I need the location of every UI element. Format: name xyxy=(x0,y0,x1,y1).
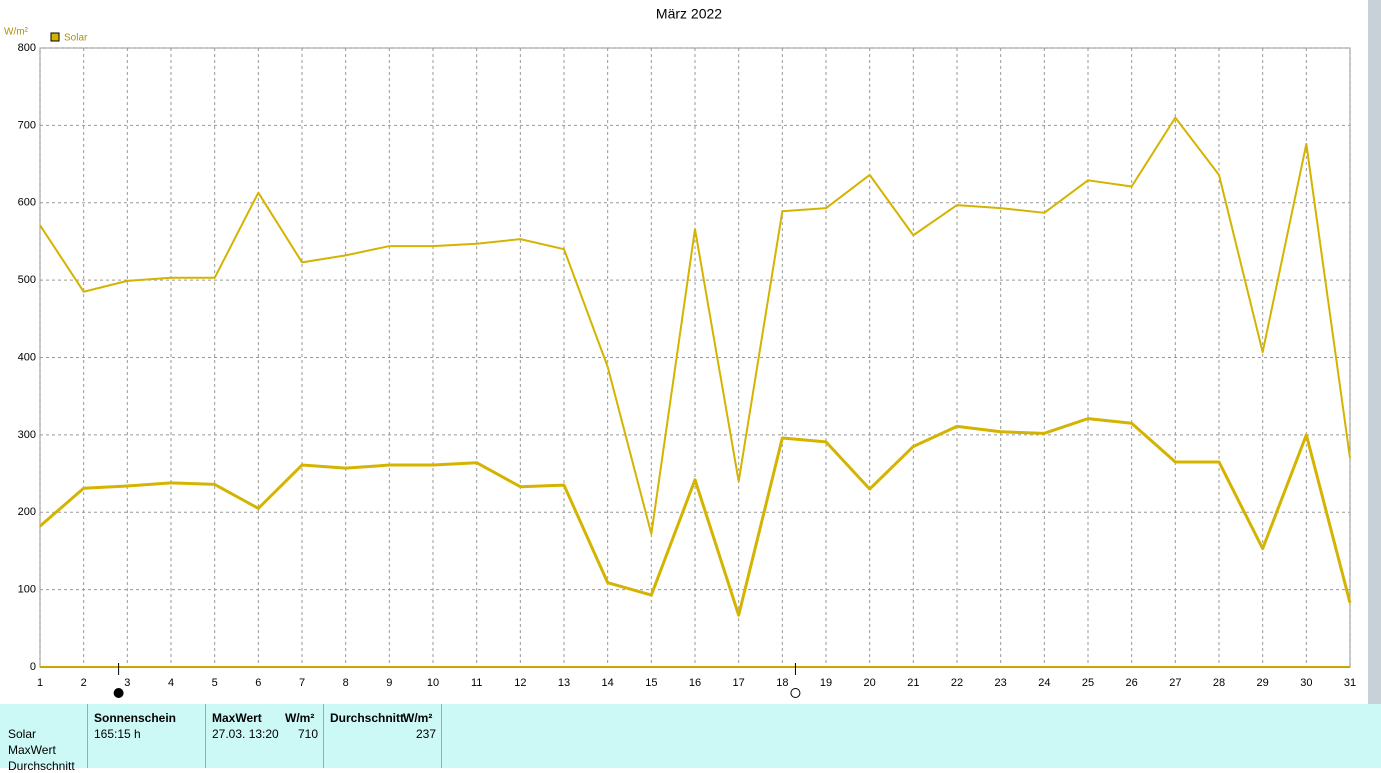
separator xyxy=(441,704,442,768)
x-tick-label: 7 xyxy=(299,677,305,689)
separator xyxy=(87,704,88,768)
x-tick-label: 14 xyxy=(602,677,614,689)
x-tick-label: 17 xyxy=(733,677,745,689)
y-tick-label: 100 xyxy=(18,584,36,596)
header: Durchschnitt xyxy=(330,711,405,725)
x-tick-label: 12 xyxy=(514,677,526,689)
value: 710 xyxy=(298,727,319,741)
x-tick-label: 8 xyxy=(343,677,349,689)
x-tick-label: 31 xyxy=(1344,677,1356,689)
line xyxy=(39,116,1351,535)
x-tick-label: 16 xyxy=(689,677,701,689)
x-tick-label: 24 xyxy=(1038,677,1050,689)
y-tick-label: 700 xyxy=(18,119,36,131)
y-tick-label: 500 xyxy=(18,274,36,286)
unit: W/m² xyxy=(403,711,433,725)
x-tick-label: 30 xyxy=(1300,677,1312,689)
x-tick-label: 18 xyxy=(776,677,788,689)
x-tick-label: 5 xyxy=(212,677,218,689)
chart: März 2022 W/m² 0 100 200 300 400 500 600 700 800… xyxy=(4,0,1381,704)
header: MaxWert xyxy=(212,711,262,725)
legend-swatch xyxy=(50,32,60,42)
summary-panel: Solar MaxWert Durchschnitt Sonnenschein … xyxy=(0,704,1381,773)
x-tick-label: 26 xyxy=(1126,677,1138,689)
x-tick-label: 25 xyxy=(1082,677,1094,689)
x-tick-label: 29 xyxy=(1257,677,1269,689)
x-tick-label: 20 xyxy=(864,677,876,689)
legend-label: Solar xyxy=(64,33,88,44)
x-tick-label: 9 xyxy=(386,677,392,689)
y-axis-label: W/m² xyxy=(4,27,29,38)
line xyxy=(39,417,1352,617)
date: 27.03. 13:20 xyxy=(212,727,279,741)
x-tick-label: 15 xyxy=(645,677,657,689)
x-tick-label: 2 xyxy=(81,677,87,689)
row-label: MaxWert xyxy=(8,743,56,757)
separator xyxy=(323,704,324,768)
y-tick-label: 200 xyxy=(18,506,36,518)
header: Sonnenschein xyxy=(94,711,177,725)
x-tick-label: 3 xyxy=(124,677,130,689)
window-edge xyxy=(1368,0,1381,704)
x-tick-label: 19 xyxy=(820,677,832,689)
value: 237 xyxy=(416,727,437,741)
moon-marker xyxy=(790,688,801,698)
chart-title: März 2022 xyxy=(656,6,722,22)
x-tick-label: 13 xyxy=(558,677,570,689)
x-tick-label: 27 xyxy=(1169,677,1181,689)
x-tick-label: 28 xyxy=(1213,677,1225,689)
y-tick-label: 600 xyxy=(18,197,36,209)
y-tick-label: 300 xyxy=(18,429,36,441)
y-tick-label: 0 xyxy=(30,661,36,673)
x-tick-label: 6 xyxy=(255,677,261,689)
y-tick-label: 800 xyxy=(18,42,36,54)
x-tick-label: 21 xyxy=(907,677,919,689)
x-tick-label: 4 xyxy=(168,677,174,689)
value: 165:15 h xyxy=(94,727,141,741)
moon-marker xyxy=(113,688,124,698)
separator xyxy=(205,704,206,768)
row-label: Solar xyxy=(8,727,37,741)
x-tick-label: 1 xyxy=(37,677,43,689)
x-tick-label: 11 xyxy=(471,677,482,689)
x-tick-label: 23 xyxy=(995,677,1007,689)
row-label: Durchschnitt xyxy=(8,759,75,773)
x-tick-label: 22 xyxy=(951,677,963,689)
y-tick-label: 400 xyxy=(18,351,36,363)
unit: W/m² xyxy=(285,711,315,725)
x-tick-label: 10 xyxy=(427,677,439,689)
